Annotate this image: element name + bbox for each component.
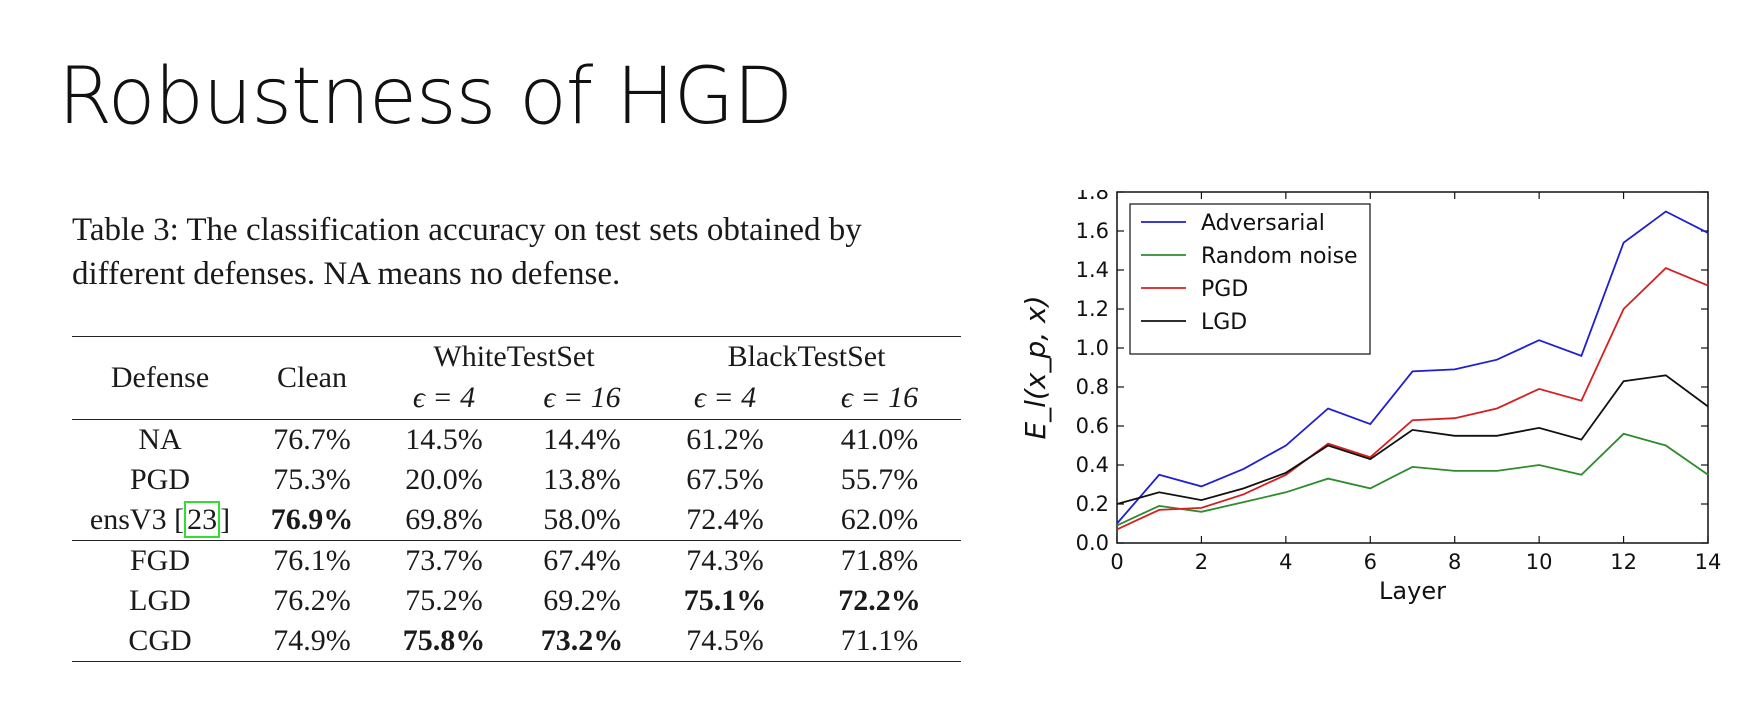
cell-defense: PGD — [129, 463, 190, 496]
x-tick-label: 6 — [1364, 550, 1377, 574]
cell-black-eps16: 71.1% — [798, 621, 961, 662]
cell-white-eps16: 14.4% — [512, 419, 652, 460]
y-tick-label: 1.6 — [1076, 219, 1109, 243]
defense-name: ensV3 [ — [89, 503, 185, 536]
cell-clean: 76.1% — [248, 540, 376, 581]
cell-black-eps16: 41.0% — [798, 419, 961, 460]
cell-white-eps16: 73.2% — [512, 621, 652, 662]
legend-label: LGD — [1201, 310, 1247, 335]
legend-label: PGD — [1201, 277, 1248, 302]
header-white: WhiteTestSet — [376, 336, 652, 377]
y-tick-label: 0.2 — [1076, 492, 1109, 516]
cell-black-eps16: 62.0% — [840, 503, 919, 536]
series-line-adversarial — [1116, 210, 1709, 525]
cell-defense: ensV3 [23] — [72, 500, 248, 541]
defense-bracket: ] — [220, 503, 231, 536]
y-tick-label: 0.6 — [1076, 414, 1109, 438]
x-tick-label: 12 — [1610, 550, 1637, 574]
cell-black-eps4: 74.5% — [652, 621, 798, 662]
cell-white-eps4: 75.2% — [405, 584, 483, 617]
y-tick-label: 1.4 — [1076, 258, 1109, 282]
cell-white-eps16: 58.0% — [543, 503, 621, 536]
cell-white-eps4: 20.0% — [405, 463, 483, 496]
legend-label: Random noise — [1201, 244, 1358, 269]
legend-box — [1129, 203, 1371, 355]
cell-defense: CGD — [72, 621, 248, 662]
table-caption: Table 3: The classification accuracy on … — [72, 208, 972, 296]
caption-line-1: Table 3: The classification accuracy on … — [72, 212, 862, 248]
cell-white-eps16: 67.4% — [512, 540, 652, 581]
cell-clean: 76.2% — [273, 584, 351, 617]
cell-clean: 76.9% — [270, 503, 354, 536]
cell-white-eps4: 73.7% — [376, 540, 512, 581]
x-tick-label: 4 — [1279, 550, 1292, 574]
cell-black-eps16: 71.8% — [798, 540, 961, 581]
series-line-random-noise — [1116, 432, 1709, 527]
table-subheader-row: ϵ = 4 ϵ = 16 ϵ = 4 ϵ = 16 — [72, 377, 961, 420]
cell-black-eps4: 61.2% — [652, 419, 798, 460]
x-tick-label: 14 — [1695, 550, 1722, 574]
cell-black-eps16: 72.2% — [838, 584, 921, 617]
cell-black-eps4: 67.5% — [686, 463, 764, 496]
cell-black-eps4: 72.4% — [686, 503, 764, 536]
table-row: LGD 76.2% 75.2% 69.2% 75.1% 72.2% — [72, 581, 961, 621]
cell-defense: FGD — [72, 540, 248, 581]
y-axis-label: E_l(x_p, x) — [1019, 295, 1052, 439]
y-tick-label: 0.4 — [1076, 453, 1109, 477]
cell-white-eps4: 75.8% — [376, 621, 512, 662]
y-tick-label: 0.8 — [1076, 375, 1109, 399]
cell-black-eps4: 74.3% — [652, 540, 798, 581]
legend-label: Adversarial — [1201, 211, 1325, 236]
header-defense: Defense — [72, 336, 248, 420]
table-row: CGD 74.9% 75.8% 73.2% 74.5% 71.1% — [72, 621, 961, 662]
header-clean: Clean — [248, 336, 376, 420]
cell-defense: LGD — [129, 584, 191, 617]
x-tick-label: 10 — [1526, 550, 1553, 574]
header-white-eps4: ϵ = 4 — [412, 381, 476, 414]
x-axis-label: Layer — [1379, 577, 1446, 605]
table-header-row: Defense Clean WhiteTestSet BlackTestSet — [72, 336, 961, 420]
series-line-pgd — [1116, 267, 1709, 531]
cell-white-eps16: 69.2% — [543, 584, 621, 617]
x-tick-label: 8 — [1448, 550, 1461, 574]
table-row: PGD 75.3% 20.0% 13.8% 67.5% 55.7% — [72, 460, 961, 500]
series-line-lgd — [1116, 374, 1709, 505]
results-table: Defense Clean WhiteTestSet BlackTestSet … — [72, 336, 961, 662]
cell-clean: 75.3% — [273, 463, 351, 496]
cell-white-eps4: 69.8% — [405, 503, 483, 536]
table-row: ensV3 [23] 76.9% 69.8% 58.0% 72.4% 62.0% — [72, 500, 961, 541]
x-tick-label: 0 — [1110, 550, 1123, 574]
line-chart: 0.0 0.2 0.4 0.6 0.8 1.0 1.2 1.4 1.6 1.8 0 2 4 6 8 10 12 1… — [1010, 180, 1750, 690]
header-black-eps16: ϵ = 16 — [840, 381, 919, 414]
header-white-eps16: ϵ = 16 — [543, 381, 621, 414]
cell-clean: 74.9% — [248, 621, 376, 662]
cell-white-eps4: 14.5% — [376, 419, 512, 460]
y-tick-label: 1.2 — [1076, 297, 1109, 321]
y-tick-label: 1.8 — [1076, 190, 1109, 204]
cell-black-eps16: 55.7% — [840, 463, 919, 496]
plot-frame — [1116, 191, 1709, 544]
y-tick-label: 0.0 — [1076, 531, 1109, 555]
cell-white-eps16: 13.8% — [543, 463, 621, 496]
slide-title: Robustness of HGD — [58, 52, 793, 142]
cell-defense: NA — [72, 419, 248, 460]
caption-line-2: different defenses. NA means no defense. — [72, 256, 621, 292]
header-black-eps4: ϵ = 4 — [693, 381, 757, 414]
cell-black-eps4: 75.1% — [683, 584, 767, 617]
table-row: NA 76.7% 14.5% 14.4% 61.2% 41.0% — [72, 419, 961, 460]
table-row: FGD 76.1% 73.7% 67.4% 74.3% 71.8% — [72, 540, 961, 581]
chart-svg: 0.0 0.2 0.4 0.6 0.8 1.0 1.2 1.4 1.6 1.8 0 2 4 6 8 10 12 1… — [1019, 180, 1722, 605]
citation-link[interactable]: 23 — [184, 501, 221, 538]
header-black: BlackTestSet — [652, 336, 961, 377]
x-tick-label: 2 — [1195, 550, 1208, 574]
cell-clean: 76.7% — [248, 419, 376, 460]
y-tick-label: 1.0 — [1076, 336, 1109, 360]
